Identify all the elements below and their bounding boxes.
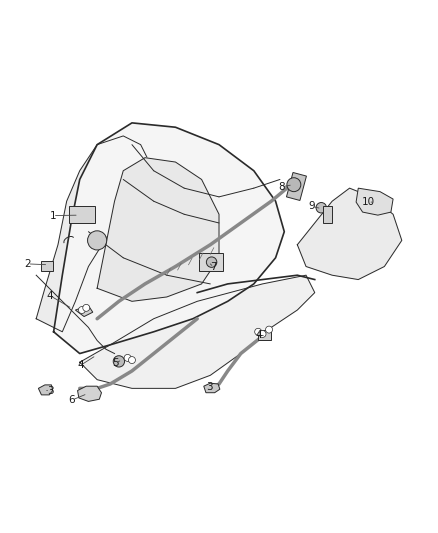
Polygon shape [75, 305, 93, 317]
Bar [69, 206, 95, 223]
Polygon shape [297, 188, 402, 279]
Text: 3: 3 [206, 382, 213, 392]
Text: 1: 1 [49, 211, 56, 221]
Text: 9: 9 [308, 201, 315, 212]
Circle shape [128, 357, 135, 364]
Circle shape [259, 330, 266, 337]
Text: 10: 10 [362, 197, 375, 207]
Text: 8: 8 [278, 182, 285, 192]
Circle shape [206, 257, 217, 268]
Text: 6: 6 [69, 395, 75, 405]
Polygon shape [39, 385, 53, 395]
Circle shape [88, 231, 107, 250]
Circle shape [265, 326, 272, 333]
Polygon shape [36, 136, 154, 332]
Circle shape [113, 356, 124, 367]
Circle shape [254, 328, 261, 335]
Circle shape [83, 304, 90, 311]
Polygon shape [80, 275, 315, 389]
Circle shape [287, 177, 301, 192]
Bar [322, 206, 332, 223]
Polygon shape [204, 383, 220, 393]
Text: 4: 4 [77, 360, 84, 370]
Text: 3: 3 [47, 386, 53, 397]
Text: 4: 4 [47, 290, 53, 301]
Text: 4: 4 [256, 330, 262, 340]
Bar [199, 254, 223, 271]
Bar [41, 261, 53, 271]
Text: 7: 7 [211, 262, 217, 272]
Circle shape [124, 354, 131, 361]
Circle shape [316, 203, 326, 213]
Circle shape [78, 306, 85, 313]
Text: 2: 2 [24, 259, 31, 269]
Polygon shape [78, 386, 102, 401]
Polygon shape [97, 158, 219, 301]
Polygon shape [53, 123, 284, 353]
Polygon shape [356, 188, 393, 215]
Text: 5: 5 [112, 358, 119, 368]
Bar [286, 173, 307, 200]
Bar [258, 329, 271, 341]
